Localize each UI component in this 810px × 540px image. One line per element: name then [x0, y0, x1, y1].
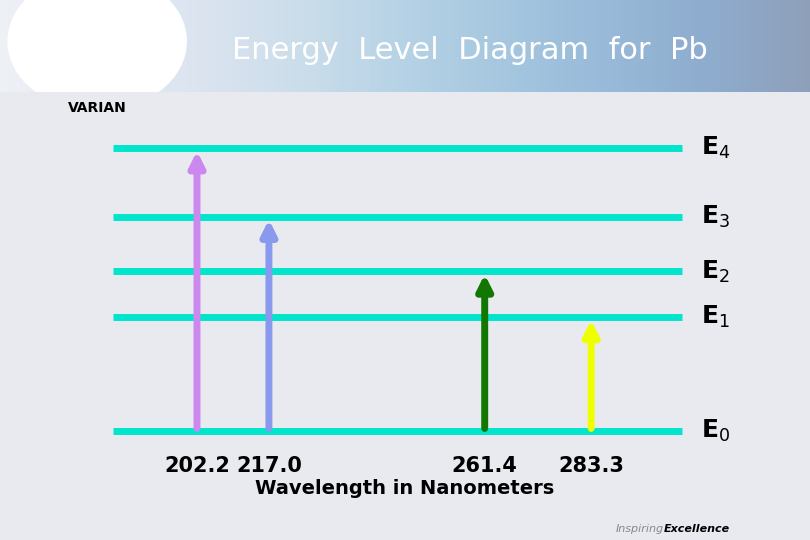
- Text: E$_4$: E$_4$: [701, 135, 731, 161]
- Text: Inspiring: Inspiring: [616, 524, 664, 534]
- Ellipse shape: [8, 0, 186, 110]
- Text: 202.2: 202.2: [164, 456, 230, 476]
- Text: E$_3$: E$_3$: [701, 204, 731, 230]
- Text: E$_2$: E$_2$: [701, 258, 730, 285]
- Text: 261.4: 261.4: [452, 456, 518, 476]
- Text: E$_0$: E$_0$: [701, 418, 731, 444]
- Text: 283.3: 283.3: [558, 456, 624, 476]
- Text: Excellence: Excellence: [664, 524, 731, 534]
- Text: 217.0: 217.0: [236, 456, 302, 476]
- Text: Energy  Level  Diagram  for  Pb: Energy Level Diagram for Pb: [232, 36, 708, 65]
- Text: E$_1$: E$_1$: [701, 304, 731, 330]
- Text: VARIAN: VARIAN: [68, 102, 126, 116]
- Text: Wavelength in Nanometers: Wavelength in Nanometers: [255, 479, 555, 498]
